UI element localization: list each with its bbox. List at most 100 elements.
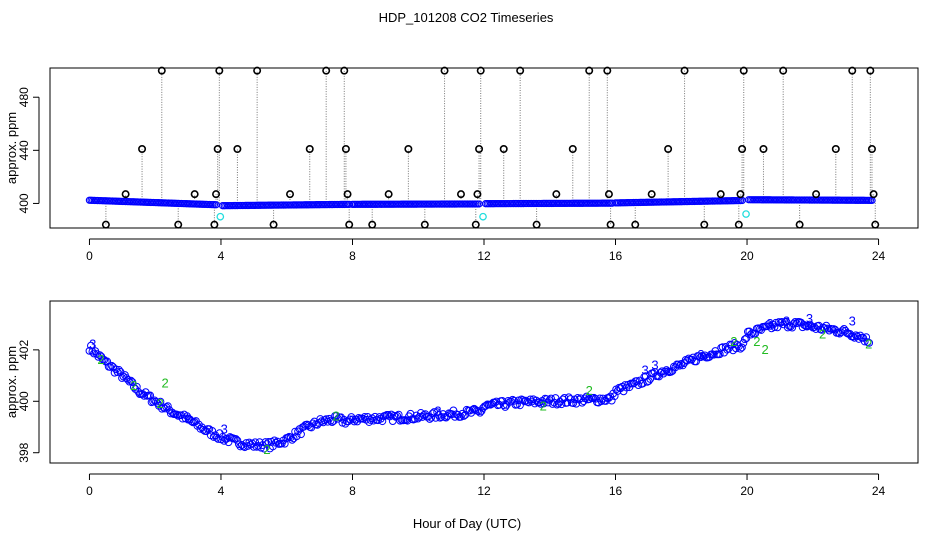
outlier-point: [101, 220, 110, 229]
outlier-point: [121, 190, 130, 199]
outlier-point: [738, 144, 747, 153]
hourly-point: [865, 338, 874, 347]
bottom-y-tick-label: 398: [17, 442, 31, 462]
hourly-point: [172, 410, 181, 419]
outlier-point: [795, 220, 804, 229]
outlier-point: [585, 66, 594, 75]
hourly-point: [283, 433, 292, 442]
top-y-tick-label: 480: [17, 87, 31, 107]
outlier-point: [456, 190, 465, 199]
hourly-point: [459, 412, 468, 420]
outlier-point: [404, 144, 413, 153]
outlier-point: [341, 144, 350, 153]
hourly-point: [115, 366, 123, 374]
bottom-y-axis: 398 400 402: [17, 340, 40, 463]
top-data-marks: [85, 66, 880, 229]
outlier-point: [343, 190, 352, 199]
hourly-point: [85, 346, 94, 355]
hourly-point: [126, 376, 135, 385]
hourly-point: [236, 442, 245, 451]
outlier-point: [190, 190, 199, 199]
outlier-point: [473, 190, 482, 199]
transition-point: [216, 212, 225, 221]
hourly-point: [94, 352, 103, 361]
hourly-point: [384, 411, 393, 419]
labelled-point: 3: [434, 404, 441, 419]
labelled-point: 2: [586, 383, 593, 398]
hourly-point: [738, 343, 746, 352]
outlier-point: [647, 190, 656, 199]
labelled-point: 2: [540, 398, 547, 413]
hourly-point: [718, 343, 727, 351]
hourly-point: [124, 375, 132, 384]
hourly-point: [354, 413, 363, 422]
hourly-point: [140, 391, 149, 400]
outlier-point: [532, 220, 541, 229]
outlier-point: [871, 220, 880, 229]
labelled-point: 3: [641, 362, 648, 377]
hourly-point: [807, 322, 816, 331]
outlier-point: [253, 66, 262, 75]
hourly-point: [775, 318, 783, 326]
hourly-point: [328, 418, 337, 426]
top-panel: 0 4 8 12 16 20 24 400 440 480 approx. ppm: [4, 66, 919, 263]
top-x-tick-label: 24: [872, 249, 886, 263]
outlier-point: [869, 190, 878, 199]
hourly-point: [113, 368, 122, 376]
hourly-point: [504, 396, 513, 405]
labelled-point: 2: [730, 334, 737, 349]
outlier-point: [384, 190, 393, 199]
hourly-point: [499, 401, 508, 410]
outlier-point: [286, 190, 295, 199]
hourly-point: [297, 430, 305, 439]
transition-point: [742, 210, 750, 218]
top-y-axis-label: approx. ppm: [4, 112, 19, 184]
hourly-point: [209, 433, 218, 441]
hourly-point: [411, 415, 419, 423]
hourly-point: [498, 396, 507, 405]
hourly-point: [88, 347, 97, 356]
labelled-point: 3: [697, 347, 704, 362]
hourly-point: [557, 400, 566, 409]
outlier-point: [606, 220, 615, 229]
bottom-x-tick-label: 8: [349, 484, 356, 498]
outlier-point: [734, 220, 743, 229]
hourly-point: [772, 318, 780, 327]
hourly-point: [804, 321, 813, 330]
hourly-point: [823, 324, 832, 333]
outlier-point: [368, 220, 377, 229]
hourly-point: [801, 321, 810, 330]
outlier-point: [213, 144, 222, 153]
outlier-point: [739, 66, 748, 75]
outlier-point: [848, 66, 857, 75]
labelled-point: 3: [806, 311, 813, 326]
hourly-point: [128, 378, 137, 386]
hourly-point: [674, 360, 683, 369]
outlier-point: [603, 66, 612, 75]
hourly-point: [740, 335, 749, 344]
top-plot-frame: [49, 67, 919, 229]
labelled-point: 3: [221, 422, 228, 437]
bottom-y-tick-label: 400: [17, 391, 31, 411]
bottom-y-axis-label: approx. ppm: [4, 346, 19, 418]
bottom-x-tick-label: 24: [872, 484, 886, 498]
outlier-point: [475, 144, 484, 153]
top-x-tick-label: 8: [349, 249, 356, 263]
outlier-point: [866, 66, 875, 75]
bottom-x-tick-label: 20: [740, 484, 754, 498]
hourly-point: [644, 377, 653, 385]
outlier-point: [322, 66, 331, 75]
top-y-tick-label: 400: [17, 193, 31, 213]
hourly-point: [348, 415, 357, 424]
x-axis-label: Hour of Day (UTC): [413, 516, 521, 531]
outlier-point: [215, 66, 224, 75]
hourly-point: [664, 367, 672, 376]
bottom-plot-frame: [49, 300, 919, 464]
top-x-tick-label: 0: [86, 249, 93, 263]
hourly-point: [661, 367, 669, 376]
outlier-point: [305, 144, 314, 153]
outlier-point: [779, 66, 788, 75]
hourly-point: [129, 383, 138, 392]
